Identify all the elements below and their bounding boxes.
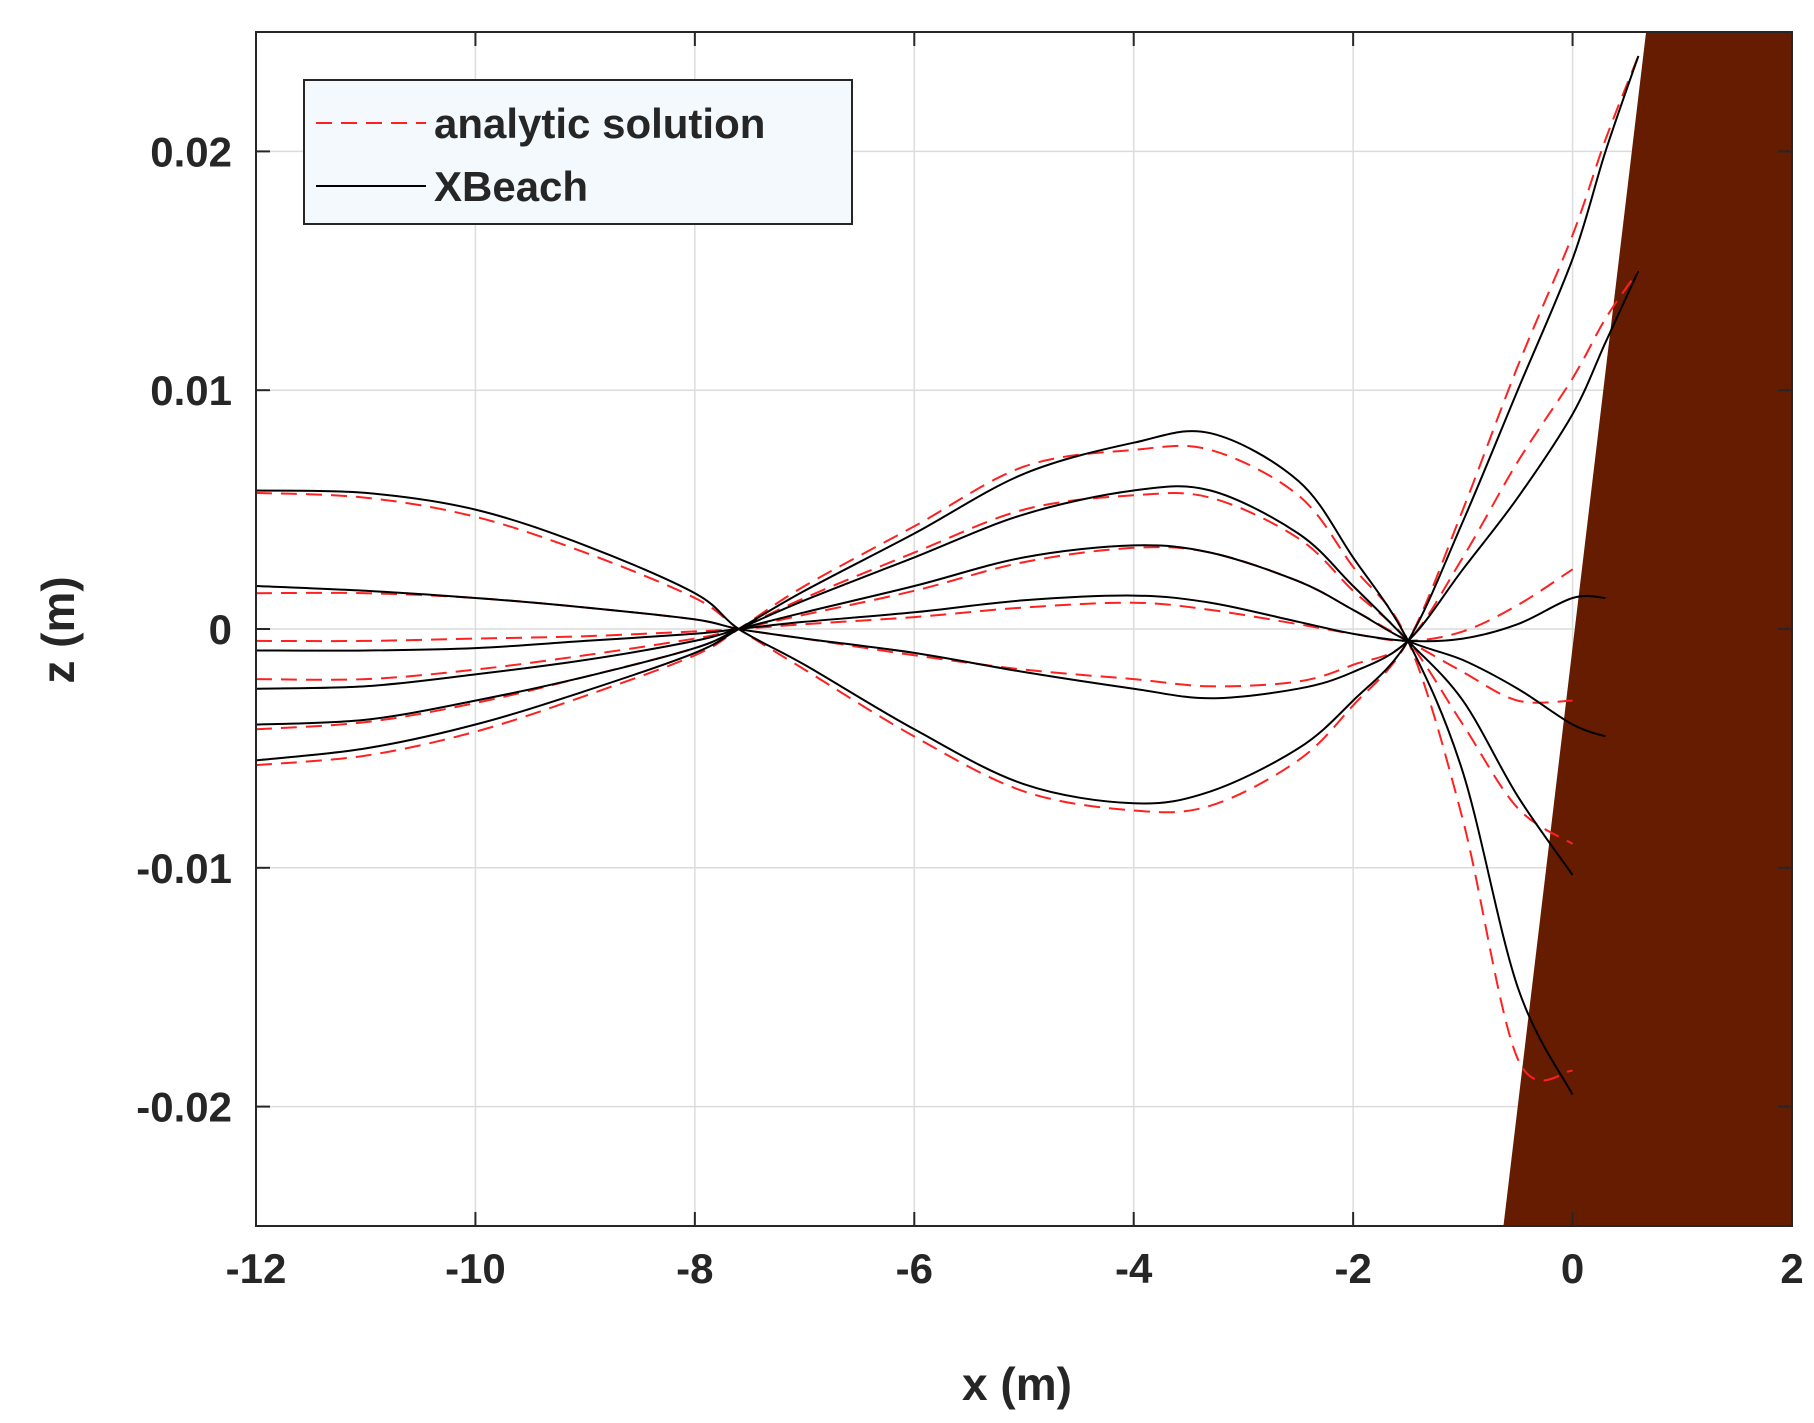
x-tick-label: -6	[896, 1245, 933, 1292]
xbeach-curve-1	[256, 55, 1640, 805]
legend-label-xbeach: XBeach	[434, 163, 588, 210]
x-tick-label: -4	[1115, 1245, 1153, 1292]
y-tick-label: 0.02	[150, 128, 232, 175]
xbeach-curve-6	[256, 430, 1574, 1096]
ticks	[255, 32, 1793, 1226]
x-tick-label: 0	[1561, 1245, 1584, 1292]
xbeach-curve-2	[256, 270, 1640, 700]
y-tick-label: -0.01	[136, 845, 232, 892]
series-layer	[256, 55, 1640, 1096]
xbeach-curve-4	[256, 544, 1606, 738]
analytic-curve-1	[256, 55, 1640, 814]
x-tick-label: -10	[445, 1245, 506, 1292]
y-tick-label: 0.01	[150, 367, 232, 414]
xbeach-curve-5	[256, 485, 1574, 876]
analytic-curve-6	[256, 444, 1573, 1082]
xbeach-curve-3	[256, 594, 1606, 652]
tick-labels: -12 -10 -8 -6 -4 -2 0 2 -0.02 -0.01 0 0.01 0.02	[136, 128, 1803, 1292]
legend-box	[303, 79, 853, 225]
legend-label-analytic: analytic solution	[434, 100, 765, 147]
x-tick-label: 2	[1780, 1245, 1803, 1292]
bed-profile	[1503, 32, 1792, 1226]
bed-layer	[1503, 32, 1792, 1226]
y-tick-label: -0.02	[136, 1084, 232, 1131]
x-axis-label: x (m)	[962, 1358, 1072, 1410]
x-tick-label: -12	[226, 1245, 287, 1292]
y-tick-label: 0	[209, 606, 232, 653]
y-axis-label: z (m)	[32, 576, 84, 683]
x-tick-label: -8	[676, 1245, 713, 1292]
analytic-curve-5	[256, 492, 1574, 845]
legend: analytic solution XBeach	[303, 79, 853, 225]
x-tick-label: -2	[1334, 1245, 1371, 1292]
